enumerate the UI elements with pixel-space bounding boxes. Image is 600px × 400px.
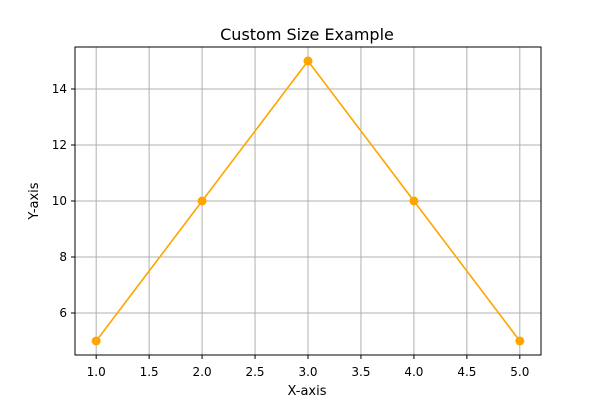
x-tick-label: 5.0 bbox=[510, 365, 529, 379]
data-series bbox=[91, 56, 525, 346]
axis-ticks: 1.0 1.5 2.0 2.5 3.0 3.5 4.0 4.5 5.0 6 8 10 12 14 bbox=[52, 82, 530, 379]
x-tick-label: 3.0 bbox=[298, 365, 317, 379]
x-tick-label: 1.5 bbox=[140, 365, 159, 379]
x-tick-label: 4.5 bbox=[457, 365, 476, 379]
data-point bbox=[409, 196, 419, 206]
x-tick-label: 3.5 bbox=[351, 365, 370, 379]
y-tick-label: 12 bbox=[52, 138, 67, 152]
x-axis-label: X-axis bbox=[288, 384, 327, 399]
data-point bbox=[303, 56, 313, 66]
y-tick-label: 6 bbox=[59, 306, 67, 320]
x-tick-label: 2.5 bbox=[245, 365, 264, 379]
y-tick-label: 10 bbox=[52, 194, 67, 208]
data-point bbox=[197, 196, 207, 206]
x-tick-label: 2.0 bbox=[193, 365, 212, 379]
x-tick-label: 1.0 bbox=[87, 365, 106, 379]
y-tick-label: 14 bbox=[52, 82, 67, 96]
x-tick-label: 4.0 bbox=[404, 365, 423, 379]
data-point bbox=[515, 336, 525, 346]
y-tick-label: 8 bbox=[59, 250, 67, 264]
grid-lines bbox=[75, 47, 541, 355]
y-axis-label: Y-axis bbox=[27, 182, 42, 220]
data-point bbox=[91, 336, 101, 346]
chart-title: Custom Size Example bbox=[220, 25, 394, 44]
